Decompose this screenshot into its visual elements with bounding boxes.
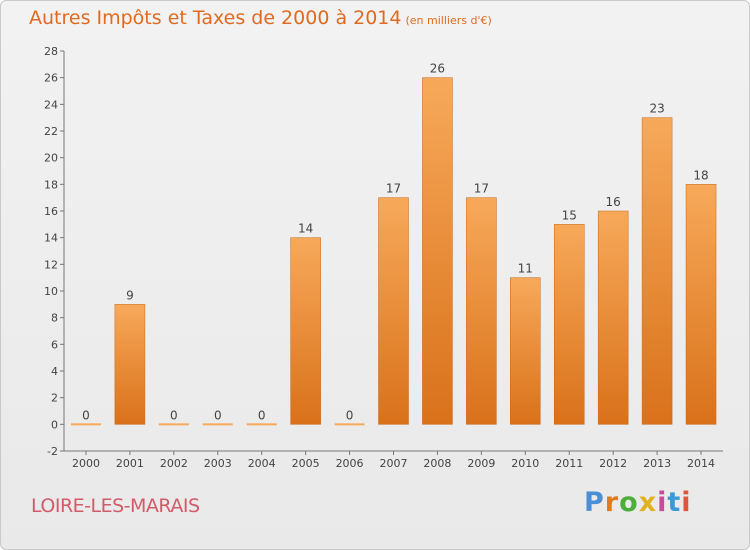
bar: [70, 423, 101, 426]
data-label: 0: [214, 408, 222, 422]
data-label: 23: [649, 102, 664, 116]
x-tick-label: 2007: [380, 457, 408, 470]
chart-unit-note: (en milliers d'€): [405, 14, 492, 27]
x-tick-label: 2010: [511, 457, 539, 470]
bar: [510, 277, 541, 425]
brand-logo[interactable]: Proxiti: [584, 487, 692, 518]
x-tick-label: 2011: [555, 457, 583, 470]
bar: [378, 197, 409, 425]
y-tick-label: 24: [44, 98, 58, 111]
data-label: 0: [82, 408, 90, 422]
data-label: 17: [474, 182, 489, 196]
brand-letter: o: [619, 487, 639, 518]
y-tick-label: 16: [44, 205, 58, 218]
y-tick-label: 20: [44, 152, 58, 165]
bar: [466, 197, 497, 425]
bar: [290, 237, 321, 425]
y-tick-label: 8: [51, 312, 58, 325]
x-tick-label: 2001: [116, 457, 144, 470]
x-tick-label: 2006: [336, 457, 364, 470]
data-label: 11: [518, 262, 533, 276]
bar: [334, 423, 365, 426]
chart-title-text: Autres Impôts et Taxes de 2000 à 2014: [29, 7, 402, 29]
chart-title: Autres Impôts et Taxes de 2000 à 2014 (en…: [29, 7, 492, 29]
y-tick-label: -2: [47, 445, 58, 458]
x-tick-label: 2012: [599, 457, 627, 470]
x-tick-label: 2004: [248, 457, 276, 470]
x-tick-label: 2005: [292, 457, 320, 470]
brand-letter: P: [584, 487, 605, 518]
y-tick-label: 10: [44, 285, 58, 298]
data-label: 16: [606, 195, 621, 209]
bar: [202, 423, 233, 426]
bar: [553, 224, 585, 425]
y-tick-label: 6: [51, 338, 58, 351]
bar: [158, 423, 189, 426]
location-label: LOIRE-LES-MARAIS: [31, 495, 200, 517]
y-tick-label: 0: [51, 418, 58, 431]
y-tick-label: 12: [44, 258, 58, 271]
y-tick-label: 26: [44, 72, 58, 85]
data-label: 14: [298, 222, 313, 236]
brand-letter: t: [667, 487, 682, 518]
data-label: 15: [562, 208, 577, 222]
data-label: 18: [693, 168, 708, 182]
brand-letter: r: [604, 487, 620, 518]
y-tick-label: 28: [44, 45, 58, 58]
bar: [246, 423, 277, 426]
bar: [597, 210, 629, 425]
y-tick-label: 18: [44, 178, 58, 191]
x-tick-label: 2014: [687, 457, 715, 470]
x-tick-label: 2000: [72, 457, 100, 470]
data-label: 17: [386, 182, 401, 196]
bar: [422, 77, 453, 425]
x-tick-label: 2009: [467, 457, 495, 470]
brand-letter: i: [657, 487, 668, 518]
y-tick-label: 22: [44, 125, 58, 138]
bar: [114, 304, 146, 425]
data-label: 9: [126, 288, 134, 302]
bar: [685, 184, 717, 425]
x-tick-label: 2008: [423, 457, 451, 470]
data-label: 0: [346, 408, 354, 422]
x-tick-label: 2002: [160, 457, 188, 470]
y-tick-label: 14: [44, 232, 58, 245]
data-label: 26: [430, 62, 445, 76]
y-tick-label: 4: [51, 365, 58, 378]
y-tick-label: 2: [51, 392, 58, 405]
bar: [641, 117, 673, 425]
x-tick-label: 2003: [204, 457, 232, 470]
x-tick-label: 2013: [643, 457, 671, 470]
brand-letter: i: [681, 487, 692, 518]
brand-letter: x: [638, 487, 658, 518]
data-label: 0: [170, 408, 178, 422]
data-label: 0: [258, 408, 266, 422]
